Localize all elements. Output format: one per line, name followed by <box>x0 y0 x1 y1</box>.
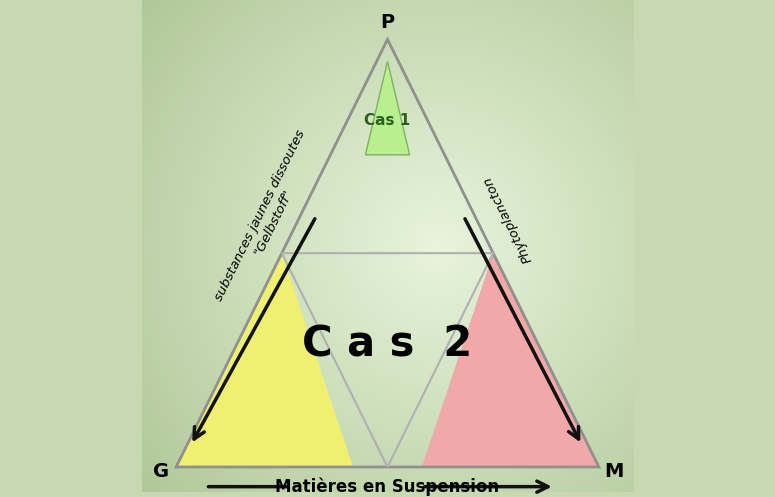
Polygon shape <box>176 253 353 467</box>
Text: Phytoplancton: Phytoplancton <box>481 173 535 264</box>
Text: substances jaunes dissoutes
"Gelbstoff": substances jaunes dissoutes "Gelbstoff" <box>212 128 322 310</box>
Text: Matières en Suspension: Matières en Suspension <box>275 478 500 496</box>
Text: Cas 1: Cas 1 <box>364 113 411 128</box>
Text: C a s  2: C a s 2 <box>302 323 473 365</box>
Polygon shape <box>422 253 599 467</box>
Polygon shape <box>365 62 410 155</box>
Text: M: M <box>604 462 623 482</box>
Text: G: G <box>153 462 170 482</box>
Text: P: P <box>381 12 394 32</box>
